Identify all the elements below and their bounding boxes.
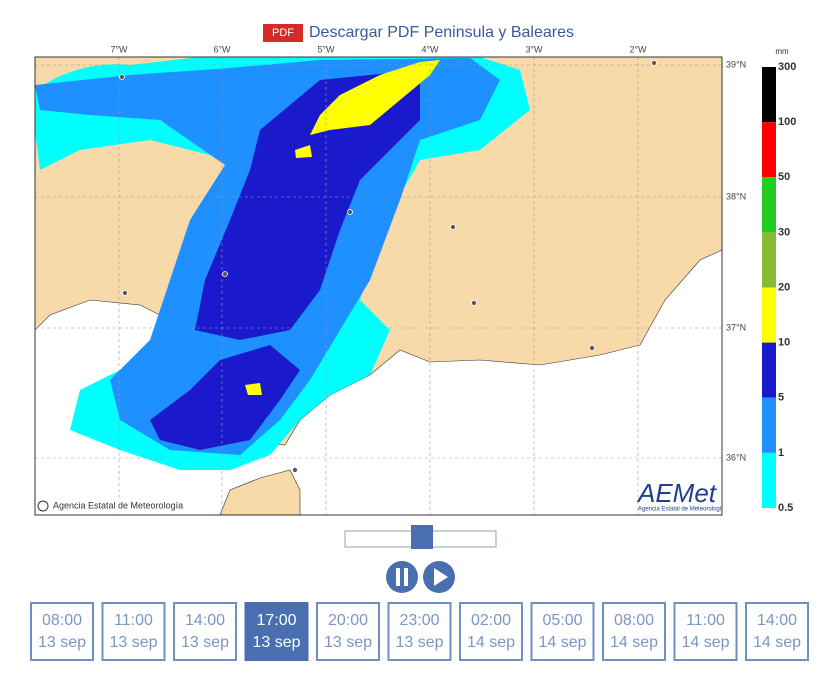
legend-swatch	[762, 67, 776, 123]
pdf-link[interactable]: Descargar PDF Peninsula y Baleares	[309, 24, 574, 41]
legend-swatch	[762, 342, 776, 398]
legend-label: 30	[778, 226, 790, 238]
time-button[interactable]	[745, 602, 809, 661]
date-label[interactable]: 13 sep	[181, 634, 229, 651]
play-icon	[434, 568, 448, 586]
time-label[interactable]: 08:00	[614, 612, 654, 629]
pause-button[interactable]	[386, 561, 418, 593]
map: Agencia Estatal de Meteorología AEMet Ag…	[35, 57, 725, 515]
legend-swatch	[762, 177, 776, 233]
time-button[interactable]	[673, 602, 738, 661]
legend-label: 100	[778, 116, 796, 128]
lon-label: 5°W	[317, 44, 335, 54]
cities	[119, 60, 657, 473]
legend-swatch	[762, 452, 776, 508]
legend-swatch	[762, 397, 776, 453]
time-label[interactable]: 17:00	[256, 612, 296, 629]
slider[interactable]	[344, 525, 497, 549]
time-button[interactable]	[459, 602, 523, 661]
date-label[interactable]: 14 sep	[538, 634, 586, 651]
rain-yellow	[245, 60, 440, 395]
graticule	[35, 57, 722, 515]
land-africa	[219, 469, 301, 515]
date-label[interactable]: 14 sep	[753, 634, 801, 651]
pdf-badge[interactable]	[263, 24, 303, 42]
time-button[interactable]	[244, 602, 309, 661]
legend-label: 0.5	[778, 502, 793, 514]
lon-label: 3°W	[525, 44, 543, 54]
lat-label: 37°N	[726, 322, 746, 332]
time-label[interactable]: 14:00	[185, 612, 225, 629]
legend-unit: mm	[775, 47, 789, 56]
date-label[interactable]: 13 sep	[324, 634, 372, 651]
pdf-badge-text[interactable]: PDF	[272, 27, 294, 39]
time-button[interactable]	[30, 602, 94, 661]
time-label[interactable]: 20:00	[328, 612, 368, 629]
legend-label: 5	[778, 392, 784, 404]
legend-label: 20	[778, 281, 790, 293]
time-label[interactable]: 08:00	[42, 612, 82, 629]
logo: AEMet	[636, 478, 718, 508]
lon-label: 6°W	[213, 44, 231, 54]
legend-label: 50	[778, 171, 790, 183]
time-label[interactable]: 02:00	[471, 612, 511, 629]
time-label[interactable]: 14:00	[757, 612, 797, 629]
time-button[interactable]	[173, 602, 237, 661]
date-label[interactable]: 14 sep	[681, 634, 729, 651]
date-label[interactable]: 13 sep	[38, 634, 86, 651]
legend-swatch	[762, 232, 776, 288]
date-label[interactable]: 13 sep	[252, 634, 300, 651]
time-button[interactable]	[316, 602, 380, 661]
date-label[interactable]: 14 sep	[610, 634, 658, 651]
map-frame	[34, 56, 723, 516]
time-button[interactable]	[387, 602, 452, 661]
time-button[interactable]	[602, 602, 666, 661]
pause-icon	[396, 568, 400, 586]
copyright-bg	[35, 497, 195, 515]
lon-label: 2°W	[629, 44, 647, 54]
time-label[interactable]: 11:00	[686, 612, 725, 629]
legend-label: 300	[778, 61, 796, 73]
legend-swatch	[762, 122, 776, 178]
slider-handle[interactable]	[411, 525, 433, 549]
logo-subtitle: Agencia Estatal de Meteorología	[638, 507, 725, 513]
rain-dark-blue	[150, 70, 420, 450]
date-label[interactable]: 13 sep	[395, 634, 443, 651]
legend-label: 10	[778, 337, 790, 349]
time-label[interactable]: 11:00	[114, 612, 153, 629]
pause-icon	[404, 568, 408, 586]
lat-label: 39°N	[726, 59, 746, 69]
lon-label: 7°W	[110, 44, 128, 54]
lat-label: 38°N	[726, 191, 746, 201]
date-label[interactable]: 13 sep	[109, 634, 157, 651]
time-button[interactable]	[530, 602, 595, 661]
lon-label: 4°W	[421, 44, 439, 54]
legend-swatch	[762, 287, 776, 343]
copyright-symbol	[37, 500, 49, 512]
time-button[interactable]	[101, 602, 166, 661]
time-label[interactable]: 23:00	[399, 612, 439, 629]
lat-label: 36°N	[726, 452, 746, 462]
copyright: Agencia Estatal de Meteorología	[53, 500, 183, 510]
date-label[interactable]: 14 sep	[467, 634, 515, 651]
legend-label: 1	[778, 447, 784, 459]
time-label[interactable]: 05:00	[542, 612, 582, 629]
